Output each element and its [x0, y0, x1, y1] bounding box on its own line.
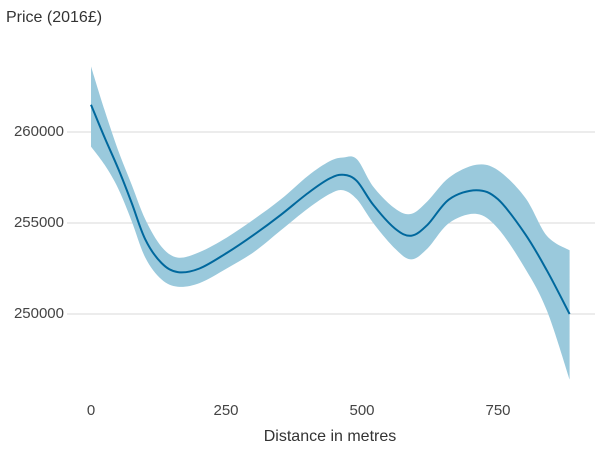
x-axis-label: Distance in metres: [263, 428, 397, 445]
y-tick-255000: 255000: [13, 214, 64, 231]
x-tick-0: 0: [86, 402, 96, 419]
x-tick-500: 500: [349, 402, 375, 419]
y-axis-label: Price (2016£): [6, 9, 103, 26]
y-tick-260000: 260000: [13, 123, 64, 140]
y-tick-250000: 250000: [13, 305, 64, 322]
smoothed-price-line: [90, 104, 571, 315]
x-tick-750: 750: [485, 402, 511, 419]
x-tick-250: 250: [213, 402, 239, 419]
